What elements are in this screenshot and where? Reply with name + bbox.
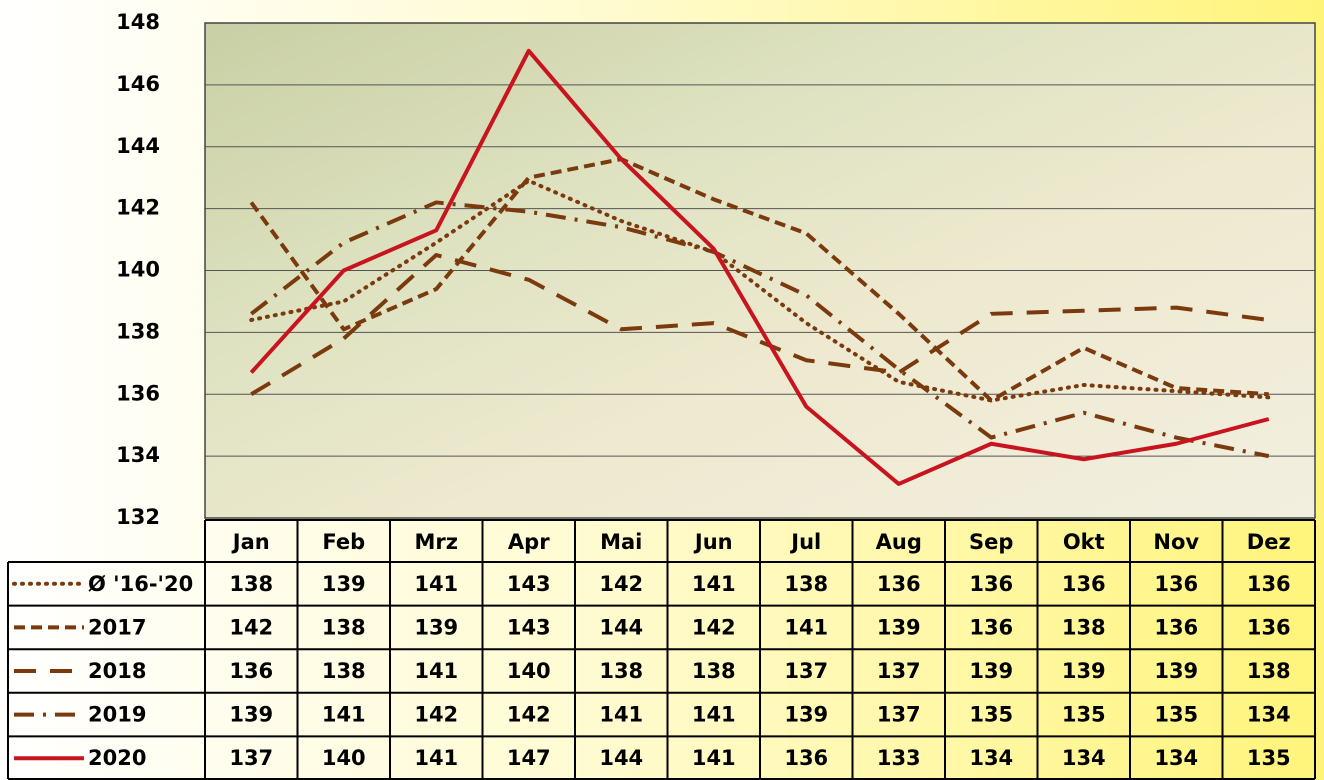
table-value: 136 xyxy=(877,572,921,596)
y-tick-label: 146 xyxy=(116,72,160,96)
y-tick-label: 148 xyxy=(116,10,160,34)
table-value: 134 xyxy=(1062,746,1106,770)
table-value: 141 xyxy=(414,572,458,596)
table-value: 139 xyxy=(784,703,828,727)
table-value: 138 xyxy=(599,659,643,683)
table-value: 138 xyxy=(692,659,736,683)
table-value: 136 xyxy=(1247,572,1291,596)
series-line xyxy=(249,48,1270,486)
category-label: Apr xyxy=(508,530,550,554)
table-value: 138 xyxy=(1062,615,1106,639)
legend-label: 2020 xyxy=(88,746,146,770)
table-value: 141 xyxy=(692,703,736,727)
category-label: Jan xyxy=(231,530,270,554)
table-value: 142 xyxy=(229,615,273,639)
table-value: 134 xyxy=(1247,703,1291,727)
table-value: 136 xyxy=(1154,615,1198,639)
legend-label: Ø '16-'20 xyxy=(88,572,193,596)
y-tick-label: 138 xyxy=(116,319,160,343)
category-label: Mai xyxy=(600,530,642,554)
legend-label: 2017 xyxy=(88,615,146,639)
category-label: Jun xyxy=(693,530,733,554)
table-value: 144 xyxy=(599,746,643,770)
category-label: Okt xyxy=(1063,530,1105,554)
table-value: 147 xyxy=(507,746,551,770)
table-value: 138 xyxy=(322,615,366,639)
table-value: 143 xyxy=(507,572,551,596)
table-value: 135 xyxy=(1062,703,1106,727)
table-value: 137 xyxy=(784,659,828,683)
table-value: 141 xyxy=(322,703,366,727)
table-value: 140 xyxy=(322,746,366,770)
table-value: 136 xyxy=(1154,572,1198,596)
table-value: 136 xyxy=(969,572,1013,596)
table-value: 137 xyxy=(877,659,921,683)
table-value: 141 xyxy=(784,615,828,639)
table-value: 141 xyxy=(692,572,736,596)
category-label: Sep xyxy=(969,530,1013,554)
table-value: 143 xyxy=(507,615,551,639)
table-value: 133 xyxy=(877,746,921,770)
y-tick-label: 142 xyxy=(116,196,160,220)
series-line xyxy=(249,157,1269,403)
table-value: 135 xyxy=(1247,746,1291,770)
category-label: Nov xyxy=(1153,530,1199,554)
series-line xyxy=(249,178,1271,403)
table-value: 135 xyxy=(969,703,1013,727)
category-label: Aug xyxy=(876,530,922,554)
table-value: 141 xyxy=(414,659,458,683)
table-value: 139 xyxy=(1062,659,1106,683)
series-line xyxy=(250,200,1270,459)
table-value: 136 xyxy=(784,746,828,770)
table-value: 136 xyxy=(1062,572,1106,596)
table-value: 142 xyxy=(692,615,736,639)
table-value: 138 xyxy=(229,572,273,596)
table-value: 135 xyxy=(1154,703,1198,727)
table-value: 137 xyxy=(229,746,273,770)
table-value: 134 xyxy=(1154,746,1198,770)
table-value: 139 xyxy=(414,615,458,639)
table-value: 141 xyxy=(692,746,736,770)
table-value: 142 xyxy=(507,703,551,727)
table-value: 139 xyxy=(322,572,366,596)
table-value: 139 xyxy=(1154,659,1198,683)
table-value: 139 xyxy=(229,703,273,727)
table-value: 137 xyxy=(877,703,921,727)
table-value: 139 xyxy=(969,659,1013,683)
table-value: 136 xyxy=(1247,615,1291,639)
table-value: 138 xyxy=(1247,659,1291,683)
category-label: Feb xyxy=(322,530,365,554)
legend-label: 2019 xyxy=(88,703,146,727)
y-tick-label: 144 xyxy=(116,134,160,158)
y-tick-label: 134 xyxy=(116,443,160,467)
table-value: 136 xyxy=(229,659,273,683)
y-tick-label: 136 xyxy=(116,381,160,405)
table-value: 142 xyxy=(414,703,458,727)
y-tick-label: 140 xyxy=(116,258,160,282)
category-label: Jul xyxy=(789,530,821,554)
table-value: 138 xyxy=(322,659,366,683)
table-value: 141 xyxy=(414,746,458,770)
table-value: 138 xyxy=(784,572,828,596)
y-tick-label: 132 xyxy=(116,505,160,529)
table-value: 136 xyxy=(969,615,1013,639)
legend-label: 2018 xyxy=(88,659,146,683)
category-label: Dez xyxy=(1247,530,1291,554)
table-value: 134 xyxy=(969,746,1013,770)
category-label: Mrz xyxy=(415,530,458,554)
table-value: 144 xyxy=(599,615,643,639)
series-line xyxy=(250,253,1270,396)
table-value: 141 xyxy=(599,703,643,727)
table-value: 140 xyxy=(507,659,551,683)
table-value: 139 xyxy=(877,615,921,639)
plot-border xyxy=(204,22,1316,519)
table-value: 142 xyxy=(599,572,643,596)
